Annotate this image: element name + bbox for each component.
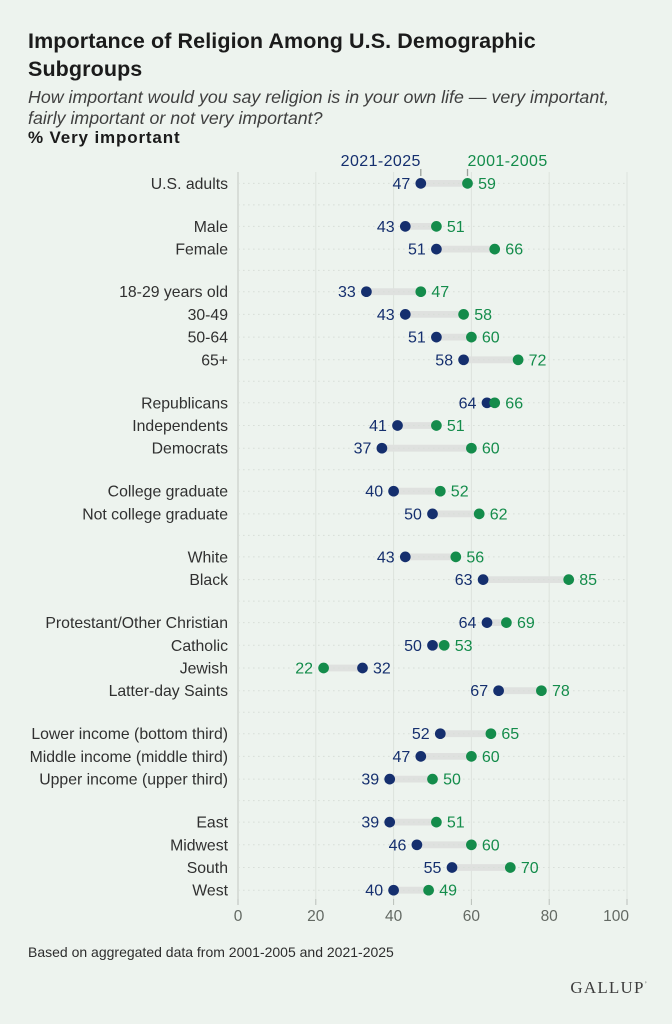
svg-text:Middle income (middle third): Middle income (middle third) — [30, 749, 228, 766]
svg-text:60: 60 — [482, 330, 500, 347]
svg-text:40: 40 — [365, 883, 383, 900]
svg-text:55: 55 — [424, 860, 442, 877]
svg-text:30-49: 30-49 — [188, 307, 229, 324]
svg-text:51: 51 — [447, 815, 465, 832]
svg-text:37: 37 — [354, 441, 372, 458]
svg-text:50: 50 — [443, 772, 461, 789]
svg-text:50-64: 50-64 — [188, 330, 229, 347]
svg-text:Black: Black — [189, 572, 228, 589]
svg-text:66: 66 — [505, 395, 523, 412]
svg-text:56: 56 — [466, 549, 484, 566]
svg-text:Not college graduate: Not college graduate — [82, 506, 228, 523]
svg-text:41: 41 — [369, 418, 387, 435]
svg-text:2001-2005: 2001-2005 — [468, 153, 548, 170]
svg-text:U.S. adults: U.S. adults — [151, 176, 228, 193]
svg-text:46: 46 — [389, 837, 407, 854]
svg-text:52: 52 — [451, 484, 469, 501]
svg-text:East: East — [196, 815, 228, 832]
svg-text:66: 66 — [505, 242, 523, 259]
svg-text:Midwest: Midwest — [170, 837, 229, 854]
svg-text:62: 62 — [490, 506, 508, 523]
svg-text:60: 60 — [482, 749, 500, 766]
svg-text:43: 43 — [377, 307, 395, 324]
svg-text:Jewish: Jewish — [180, 661, 228, 678]
svg-text:78: 78 — [552, 683, 570, 700]
svg-text:64: 64 — [459, 615, 477, 632]
svg-text:100: 100 — [603, 908, 629, 925]
svg-text:South: South — [187, 860, 228, 877]
svg-text:0: 0 — [234, 908, 243, 925]
svg-text:60: 60 — [463, 908, 481, 925]
svg-text:67: 67 — [470, 683, 488, 700]
svg-text:18-29 years old: 18-29 years old — [119, 284, 228, 301]
svg-text:59: 59 — [478, 176, 496, 193]
svg-text:47: 47 — [431, 284, 449, 301]
svg-text:47: 47 — [393, 749, 411, 766]
svg-text:52: 52 — [412, 726, 430, 743]
svg-text:51: 51 — [408, 242, 426, 259]
svg-text:West: West — [192, 883, 228, 900]
svg-text:51: 51 — [447, 219, 465, 236]
svg-text:80: 80 — [541, 908, 559, 925]
svg-text:Republicans: Republicans — [141, 395, 228, 412]
svg-text:20: 20 — [307, 908, 325, 925]
svg-text:49: 49 — [439, 883, 457, 900]
svg-text:Female: Female — [175, 242, 228, 259]
svg-text:Lower income (bottom third): Lower income (bottom third) — [31, 726, 228, 743]
svg-text:43: 43 — [377, 219, 395, 236]
svg-text:60: 60 — [482, 441, 500, 458]
svg-text:50: 50 — [404, 506, 422, 523]
svg-text:White: White — [188, 549, 229, 566]
svg-text:51: 51 — [408, 330, 426, 347]
svg-text:40: 40 — [385, 908, 403, 925]
svg-text:65: 65 — [501, 726, 519, 743]
svg-text:Protestant/Other Christian: Protestant/Other Christian — [45, 615, 228, 632]
svg-text:72: 72 — [529, 352, 547, 369]
svg-text:63: 63 — [455, 572, 473, 589]
svg-text:64: 64 — [459, 395, 477, 412]
svg-text:47: 47 — [393, 176, 411, 193]
svg-text:33: 33 — [338, 284, 356, 301]
svg-text:Upper income (upper third): Upper income (upper third) — [39, 772, 228, 789]
svg-text:65+: 65+ — [201, 352, 228, 369]
svg-text:70: 70 — [521, 860, 539, 877]
svg-text:College graduate: College graduate — [108, 484, 229, 501]
svg-text:Male: Male — [194, 219, 228, 236]
svg-text:32: 32 — [373, 661, 391, 678]
svg-text:85: 85 — [579, 572, 597, 589]
svg-text:39: 39 — [361, 815, 379, 832]
svg-text:50: 50 — [404, 638, 422, 655]
svg-text:69: 69 — [517, 615, 535, 632]
svg-text:58: 58 — [474, 307, 492, 324]
svg-text:51: 51 — [447, 418, 465, 435]
svg-text:2021-2025: 2021-2025 — [341, 153, 421, 170]
svg-text:53: 53 — [455, 638, 473, 655]
svg-text:43: 43 — [377, 549, 395, 566]
svg-text:40: 40 — [365, 484, 383, 501]
svg-text:60: 60 — [482, 837, 500, 854]
svg-text:Catholic: Catholic — [171, 638, 228, 655]
svg-text:22: 22 — [295, 661, 313, 678]
svg-text:Independents: Independents — [132, 418, 228, 435]
svg-text:58: 58 — [435, 352, 453, 369]
svg-text:Democrats: Democrats — [152, 441, 228, 458]
svg-text:Latter-day Saints: Latter-day Saints — [109, 683, 229, 700]
svg-text:39: 39 — [361, 772, 379, 789]
